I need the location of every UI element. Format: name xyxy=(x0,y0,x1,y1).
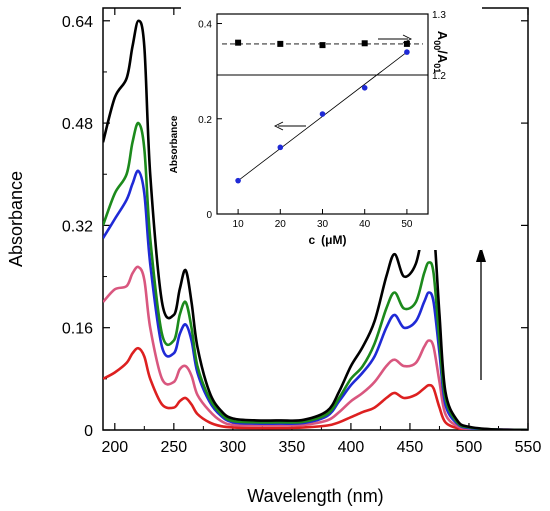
y-tick-label: 0 xyxy=(84,423,93,440)
inset-x-tick-label: 30 xyxy=(317,219,329,230)
x-tick-label: 350 xyxy=(279,439,306,456)
ratio-sub1: 00 xyxy=(432,40,442,50)
x-axis-title: Wavelength (nm) xyxy=(247,486,383,506)
absorbance-point xyxy=(235,177,241,184)
y-tick-label: 0.48 xyxy=(62,116,93,133)
inset-ry-tick-label: 1.3 xyxy=(432,10,446,21)
x-tick-label: 500 xyxy=(456,439,483,456)
absorbance-point xyxy=(319,111,326,117)
inset-y-axis-title: Absorbance xyxy=(169,115,180,173)
spectrum-line xyxy=(103,346,528,430)
inset-y-tick-label: 0.2 xyxy=(198,115,212,126)
inset-x-tick-label: 20 xyxy=(275,219,287,230)
inset-x-tick-label: 10 xyxy=(233,219,245,230)
spectrum-line xyxy=(103,265,528,430)
ratio-point xyxy=(319,42,326,49)
ratio-base: A xyxy=(435,31,450,41)
ratio-point xyxy=(403,40,410,47)
y-tick-label: 0.32 xyxy=(62,218,93,235)
absorbance-point xyxy=(361,85,368,91)
x-tick-label: 400 xyxy=(338,439,365,456)
y-tick-label: 0.64 xyxy=(62,14,93,31)
inset-ry-tick-label: 1.2 xyxy=(432,71,446,82)
spectrum-line xyxy=(103,121,528,430)
inset-x-tick-label: 50 xyxy=(401,219,413,230)
inset-y-tick-label: 0 xyxy=(206,210,212,221)
ratio-point xyxy=(235,39,242,46)
inset-y-tick-label: 0.4 xyxy=(198,20,212,31)
ratio-sub2: 01 xyxy=(432,63,442,73)
main-plot: 200 250 300 350 400 450 500 55000.160.320.480.6… xyxy=(6,7,542,506)
increase-arrow-head xyxy=(476,246,486,262)
x-tick-label: 200 xyxy=(101,439,128,456)
absorbance-point xyxy=(404,49,410,55)
inset-x-axis-title: c (μM) xyxy=(308,233,346,247)
x-tick-label: 550 xyxy=(515,439,542,456)
inset-background xyxy=(181,6,482,250)
inset-x-unit: (μM) xyxy=(321,233,346,247)
y-axis-title: Absorbance xyxy=(6,171,26,267)
left-axis-arrow-head xyxy=(273,121,284,131)
x-tick-label: 250 xyxy=(160,439,187,456)
ratio-mid: /A xyxy=(435,50,450,64)
absorbance-point xyxy=(277,144,284,151)
ratio-point xyxy=(361,40,368,47)
inset-right-axis-title: A00/A01 xyxy=(432,31,450,73)
y-tick-label: 0.16 xyxy=(62,321,93,338)
right-axis-arrow-head xyxy=(402,34,413,44)
inset-x-var: c xyxy=(308,233,315,247)
inset-x-tick-label: 40 xyxy=(359,219,371,230)
x-tick-label: 450 xyxy=(397,439,424,456)
x-tick-label: 300 xyxy=(220,439,247,456)
ratio-point xyxy=(277,40,284,47)
